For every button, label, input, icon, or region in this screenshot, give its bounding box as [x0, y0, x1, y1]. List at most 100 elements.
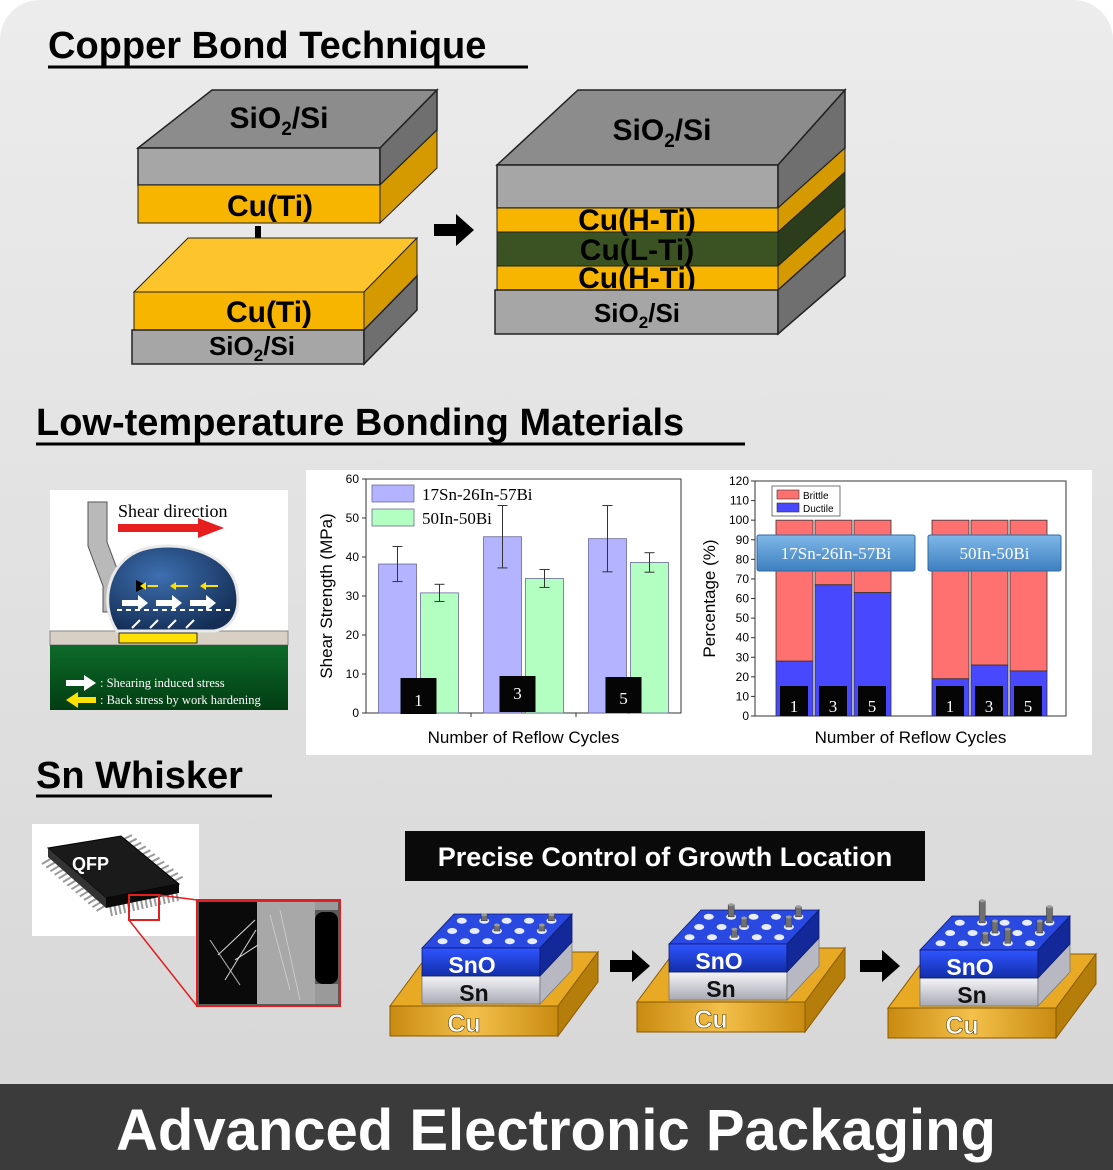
qfp-pin: [123, 834, 133, 840]
y-tick-label: 40: [346, 550, 360, 564]
qfp-pin: [131, 900, 135, 912]
legend-back-stress: : Back stress by work hardening: [100, 693, 261, 707]
bar: [630, 562, 669, 714]
copper-after-stack: SiO2/Si Cu(H-Ti) Cu(L-Ti) Cu(H-Ti) SiO2/…: [494, 88, 847, 336]
sno-label: SnO: [946, 954, 993, 980]
legend-shearing-stress: : Shearing induced stress: [100, 676, 225, 690]
qfp-pin: [128, 837, 138, 844]
footer-bar: [0, 1084, 1113, 1170]
category-label: 3: [513, 684, 522, 703]
whisker-sem-image: [196, 899, 341, 1007]
sno-side-face: [1037, 914, 1071, 980]
whisker-tip: [982, 931, 989, 935]
group-label: 17Sn-26In-57Bi: [781, 544, 892, 563]
x-axis-label: Number of Reflow Cycles: [428, 728, 620, 747]
sno-hole: [456, 917, 467, 924]
qfp-pin: [155, 860, 165, 867]
y-tick-label: 20: [346, 628, 360, 642]
sn-label: Sn: [459, 980, 488, 1006]
qfp-pin: [174, 875, 184, 882]
legend-label: Brittle: [803, 491, 829, 502]
bonded-top-substrate-label: SiO2/Si: [613, 114, 712, 152]
y-tick-label: 80: [736, 552, 750, 566]
whisker-tip: [979, 899, 986, 903]
whisker-tip: [538, 923, 545, 927]
category-tag: [936, 686, 964, 716]
sno-hole: [761, 924, 772, 930]
y-tick-label: 0: [742, 709, 749, 723]
y-tick-label: 60: [736, 592, 750, 606]
sno-hole: [957, 940, 968, 947]
process-arrow-icon: [610, 950, 650, 982]
y-tick-label: 30: [736, 650, 750, 664]
sno-hole: [694, 924, 705, 930]
category-tag: [499, 676, 536, 712]
sno-side-face: [539, 912, 573, 978]
cu-front-face: [389, 1005, 559, 1037]
category-tag: [819, 686, 847, 716]
bottom-substrate-label: SiO2/Si: [209, 331, 295, 365]
growth-control-banner-label: Precise Control of Growth Location: [438, 842, 893, 872]
sno-hole: [684, 934, 695, 941]
whisker: [727, 904, 735, 918]
y-tick-label: 30: [346, 589, 360, 603]
bottom-cu-label: Cu(Ti): [226, 296, 312, 329]
group-label: 50In-50Bi: [960, 544, 1030, 563]
cu-label: Cu: [945, 1012, 978, 1040]
whisker-tip: [1046, 905, 1053, 909]
qfp-pin: [132, 841, 142, 848]
sno-hole: [706, 934, 717, 941]
legend-swatch: [371, 508, 415, 527]
sno-label: SnO: [448, 952, 495, 978]
y-axis-label: Shear Strength (MPa): [317, 513, 336, 678]
process-arrow-icon: [860, 950, 900, 982]
category-label: 3: [829, 697, 838, 716]
top-cu-label: Cu(Ti): [227, 190, 313, 223]
cu-front-face: [636, 1001, 806, 1033]
y-tick-label: 70: [736, 572, 750, 586]
sno-hole: [703, 913, 714, 920]
sno-hole: [716, 924, 727, 930]
y-tick-label: 20: [736, 670, 750, 684]
shear-strength-chart: 0 10 20 30 40 50 60 1 3 5 17Sn-26In-57Bi 50In-50Bi N…: [306, 470, 702, 755]
legend-label: Ductile: [803, 504, 834, 515]
legend-swatch: [776, 489, 800, 500]
sno-hole: [771, 913, 782, 920]
qfp-pin: [164, 868, 174, 875]
shear-direction-arrow-icon: [118, 518, 224, 538]
y-tick-label: 10: [736, 689, 750, 703]
y-tick-label: 100: [729, 513, 749, 527]
y-tick-label: 40: [736, 631, 750, 645]
sno-hole: [504, 938, 515, 945]
group-tag: [927, 534, 1062, 572]
category-label: 3: [985, 697, 994, 716]
back-stress-arrow-icon: [66, 692, 96, 708]
growth-control-banner: [405, 831, 925, 881]
sn-front-face: [421, 975, 541, 1005]
sno-hole: [447, 928, 458, 934]
qfp-pin: [169, 872, 179, 878]
qfp-label: QFP: [72, 854, 109, 874]
qfp-pin: [117, 903, 122, 915]
shearing-stress-arrow-icon: [66, 675, 96, 691]
bonded-bottom-substrate-label: SiO2/Si: [594, 298, 680, 332]
category-tag: [780, 686, 808, 716]
sno-hole: [527, 938, 538, 945]
sno-hole: [1025, 940, 1036, 947]
cu-side-face: [804, 946, 846, 1034]
whisker-tip: [741, 916, 747, 920]
sno-hole: [524, 917, 535, 924]
bonded-layer-label: Cu(H-Ti): [578, 204, 696, 237]
x-axis-label: Number of Reflow Cycles: [815, 728, 1007, 747]
sno-hole: [935, 940, 946, 947]
y-tick-label: 110: [730, 494, 749, 508]
sno-hole: [967, 930, 978, 936]
y-tick-label: 0: [352, 706, 359, 720]
sno-hole: [482, 938, 493, 945]
whisker-tip: [795, 905, 802, 909]
legend-label: 17Sn-26In-57Bi: [422, 485, 533, 504]
